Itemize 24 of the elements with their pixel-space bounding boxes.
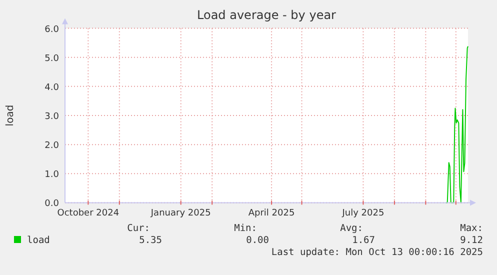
x-tick-label: April 2025 [248,208,295,219]
y-tick-label: 5.0 [44,54,60,64]
chart-title: Load average - by year [197,8,336,22]
y-tick-label: 1.0 [44,170,60,180]
text: 9.12 [460,235,483,246]
text: 5.35 [139,235,162,246]
text: 1.67 [352,235,375,246]
text: Min: [234,223,257,234]
line-series [445,46,468,204]
text: 0.00 [246,235,270,246]
x-tick-label: October 2024 [57,208,120,219]
text: Last update: Mon Oct 13 00:00:16 2025 [271,247,483,258]
y-axis-title: load [5,104,16,126]
y-tick-label: 0.0 [44,199,60,210]
text: Cur: [127,223,150,234]
x-tick-label: January 2025 [150,208,211,219]
y-tick-label: 4.0 [44,82,60,93]
text: Avg: [340,223,363,234]
legend-label: load [27,235,50,246]
y-tick-label: 3.0 [44,112,60,122]
y-tick-label: 6.0 [44,24,60,35]
x-tick-label: July 2025 [341,208,384,219]
y-tick-label: 2.0 [44,141,60,152]
text: Max: [460,223,483,234]
